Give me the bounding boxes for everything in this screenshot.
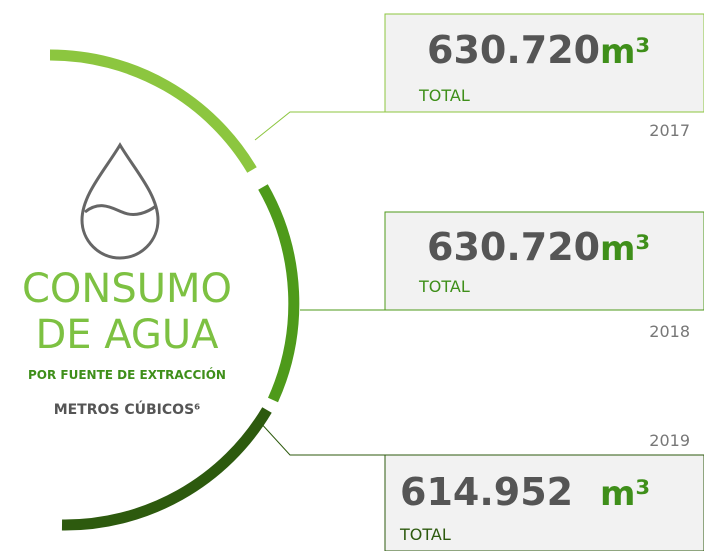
year: 2018 bbox=[649, 322, 690, 341]
label: TOTAL bbox=[418, 277, 470, 296]
unit: m³ bbox=[600, 32, 650, 72]
subtitle: POR FUENTE DE EXTRACCIÓN bbox=[28, 367, 226, 382]
box bbox=[384, 13, 704, 113]
box bbox=[384, 454, 704, 551]
title-line: DE AGUA bbox=[35, 312, 219, 358]
label: TOTAL bbox=[399, 525, 451, 544]
arc-2019 bbox=[61, 407, 272, 531]
value: 630.720 bbox=[427, 28, 600, 72]
box bbox=[384, 211, 704, 311]
value: 630.720 bbox=[427, 225, 600, 269]
drop-wave bbox=[84, 204, 157, 216]
label: TOTAL bbox=[418, 86, 470, 105]
value: 614.952 bbox=[400, 470, 573, 514]
unit: m³ bbox=[600, 474, 650, 514]
title-line: CONSUMO bbox=[22, 266, 232, 312]
arc-2018 bbox=[258, 184, 300, 403]
unit-note: METROS CÚBICOS⁶ bbox=[54, 400, 201, 418]
arc-2017 bbox=[49, 49, 257, 173]
year: 2017 bbox=[649, 121, 690, 140]
connector bbox=[257, 419, 385, 456]
unit: m³ bbox=[600, 229, 650, 269]
connector bbox=[254, 111, 385, 141]
year: 2019 bbox=[649, 431, 690, 450]
drop-icon bbox=[80, 142, 160, 260]
